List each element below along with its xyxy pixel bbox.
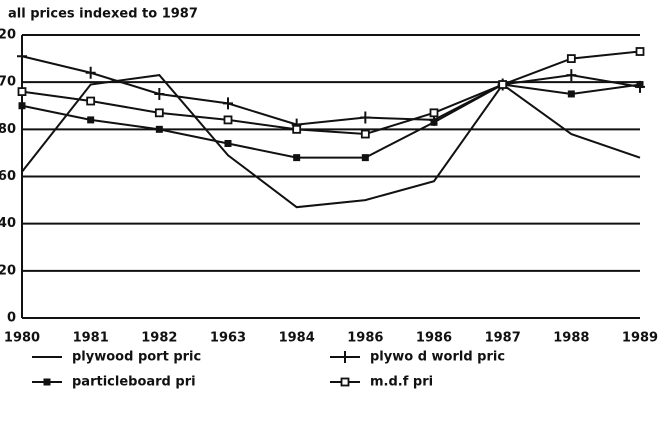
legend-label: m.d.f pri	[370, 375, 433, 390]
marker	[429, 108, 439, 118]
marker	[155, 125, 163, 133]
marker	[86, 96, 96, 106]
marker	[340, 351, 350, 363]
marker	[87, 116, 95, 124]
marker	[293, 154, 301, 162]
x-tick-label: 1986	[347, 331, 383, 346]
series-line	[21, 50, 641, 136]
marker	[636, 81, 644, 89]
marker	[360, 129, 370, 139]
legend-label: particleboard pri	[72, 375, 196, 390]
marker	[43, 378, 51, 386]
marker	[430, 118, 438, 126]
marker	[17, 50, 27, 63]
marker	[154, 108, 164, 118]
marker	[85, 66, 96, 79]
marker	[498, 80, 508, 89]
marker	[566, 69, 577, 82]
y-tick-label: 0	[7, 311, 16, 326]
marker	[292, 124, 302, 134]
marker	[567, 90, 575, 98]
x-tick-label: 1989	[622, 331, 658, 346]
y-tick-label: 60	[0, 169, 16, 184]
marker	[18, 102, 26, 110]
marker	[566, 54, 576, 63]
series-line	[21, 55, 641, 126]
legend-label: plywo d world pric	[370, 350, 505, 365]
x-tick-label: 1963	[210, 331, 246, 346]
marker	[223, 115, 233, 125]
marker	[223, 97, 233, 110]
series-line	[21, 83, 641, 159]
marker	[17, 87, 27, 96]
series-line	[21, 74, 641, 209]
marker	[635, 47, 645, 56]
x-tick-label: 1982	[141, 331, 177, 346]
x-tick-label: 1984	[279, 331, 315, 346]
marker	[360, 111, 371, 124]
x-tick-label: 1988	[553, 331, 589, 346]
legend-label: plywood port pric	[72, 350, 201, 365]
marker	[361, 154, 369, 162]
y-tick-label: 40	[0, 216, 16, 231]
marker	[224, 139, 232, 147]
x-tick-label: 1980	[4, 331, 40, 346]
y-tick-label: 80	[0, 122, 16, 137]
x-tick-label: 1981	[73, 331, 109, 346]
x-tick-label: 1986	[416, 331, 452, 346]
y-tick-label: 70	[0, 75, 16, 90]
marker	[340, 377, 350, 387]
y-tick-label: 20	[0, 263, 16, 278]
x-tick-label: 1987	[485, 331, 521, 346]
y-tick-label: 20	[0, 28, 16, 43]
marker	[154, 87, 165, 100]
chart-title: all prices indexed to 1987	[8, 7, 198, 22]
